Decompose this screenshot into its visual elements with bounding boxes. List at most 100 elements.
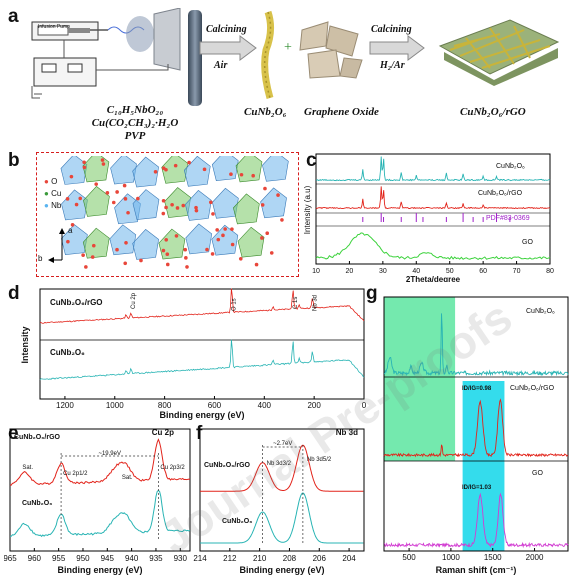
- o-atom: [211, 212, 215, 216]
- o-atom: [122, 183, 127, 188]
- nb-octahedron: [132, 189, 160, 220]
- legend-go: GO: [532, 470, 543, 477]
- nb-octahedron: [132, 156, 159, 188]
- x-tick-label: 930: [174, 554, 188, 563]
- atom-legend: ● O ● Cu ● Nb: [44, 176, 61, 212]
- annotation-cu12: Cu 2p1/2: [63, 471, 88, 477]
- xrd-series-composite: [315, 186, 551, 210]
- x-tick-label: 70: [513, 268, 521, 275]
- o-atom: [260, 236, 264, 240]
- nb-octahedron: [132, 229, 159, 260]
- x-tick-label: 50: [446, 268, 454, 275]
- panel-label-g: g: [366, 283, 378, 304]
- o-atom: [185, 265, 189, 269]
- o-atom: [181, 203, 186, 208]
- plus-sign: +: [284, 40, 292, 55]
- o-atom: [205, 247, 209, 252]
- o-atom: [216, 237, 221, 242]
- composite-illustration: [438, 19, 560, 86]
- o-atom: [194, 205, 198, 210]
- x-tick-label: 960: [28, 554, 42, 563]
- legend-cunb2o6: CuNb₂O₆: [222, 518, 252, 525]
- o-atom: [209, 200, 213, 205]
- nb-octahedron: [185, 223, 213, 255]
- o-atom: [175, 206, 180, 210]
- cu-octahedron: [82, 156, 110, 183]
- arrow-step-2: [369, 35, 425, 61]
- plot-frame: [315, 153, 551, 265]
- graphene-label: Graphene Oxide: [304, 106, 379, 118]
- o-atom: [184, 256, 188, 260]
- o-atom: [136, 196, 140, 201]
- x-tick-label: 204: [342, 554, 356, 563]
- o-atom: [124, 240, 128, 245]
- legend-go: GO: [522, 239, 533, 246]
- crystal-structure-frame: [36, 152, 299, 277]
- xps-nb3d-chart: Nb 3d ~2.7eV CuNb₂O₆/rGO Nb 3d3/2 Nb 3d5/2 Cu…: [193, 428, 365, 575]
- nb-octahedron: [110, 156, 137, 185]
- x-tick-label: 30: [379, 268, 387, 275]
- annotation-sat2: Sat.: [122, 475, 133, 481]
- nb3d-cunb2o6: [200, 492, 364, 544]
- step2-label: Calcining: [371, 24, 412, 35]
- o-atom: [69, 174, 74, 179]
- o-atom: [153, 169, 158, 174]
- o-atom: [174, 234, 179, 238]
- x-tick-label: 208: [283, 554, 297, 563]
- nb-octahedron: [211, 224, 239, 256]
- x-tick-label: 500: [402, 553, 416, 562]
- x-tick-label: 60: [479, 268, 487, 275]
- cu-octahedron: [233, 193, 260, 225]
- crystal-axes: [48, 228, 65, 263]
- x-tick-label: 200: [307, 401, 321, 410]
- o-atom: [161, 166, 166, 170]
- o-atom: [170, 202, 174, 207]
- cu-octahedron: [164, 187, 191, 218]
- legend-composite: CuNb₂O₆/rGO: [14, 434, 61, 441]
- xrd-series-cunb2o6: [315, 156, 551, 182]
- step1-label: Calcining: [206, 24, 247, 35]
- xps-survey-composite: [39, 288, 365, 324]
- panel-title: Nb 3d: [336, 428, 358, 437]
- xps-cu2p-chart: Cu 2p CuNb₂O₆/rGO Sat. Cu 2p1/2 ~19.9eV Sat. C…: [4, 428, 191, 575]
- panel-label-d: d: [8, 283, 20, 304]
- x-tick-label: 206: [313, 554, 327, 563]
- o-atom: [94, 182, 98, 186]
- nb-octahedron: [212, 187, 239, 219]
- annotation-gap: ~2.7eV: [273, 441, 292, 447]
- legend-cu: ● Cu: [44, 189, 62, 198]
- ratio-composite: ID/IG=0.98: [462, 386, 492, 392]
- o-atom: [100, 158, 105, 162]
- o-atom: [238, 256, 243, 261]
- legend-o: ● O: [44, 177, 58, 186]
- pump-label: Infusion Pump: [38, 24, 70, 30]
- cu-octahedron: [235, 156, 263, 183]
- xrd-chart: CuNb₂O₆ CuNb₂O₆/rGO PDF#83-0369 GO 10 20 30 40 5…: [303, 153, 554, 282]
- legend-cunb2o6: CuNb₂O₆: [526, 308, 555, 315]
- o-atom: [115, 190, 119, 194]
- o-atom: [139, 258, 143, 263]
- product2-label: CuNb₂O₆/rGO: [460, 106, 526, 118]
- panel-label-f: f: [196, 423, 203, 444]
- x-tick-label: 1500: [484, 553, 502, 562]
- raman-composite: [383, 398, 569, 458]
- o-atom: [115, 247, 119, 252]
- collector-drum: [188, 10, 202, 106]
- o-atom: [84, 265, 88, 269]
- panel-title: Cu 2p: [152, 428, 174, 437]
- x-tick-label: 2000: [526, 553, 544, 562]
- plot-frame: [39, 288, 365, 400]
- nb3d-composite: [200, 444, 364, 492]
- legend-composite: CuNb₂O₆/rGO: [204, 462, 251, 469]
- peak-annotation: C 1s: [293, 297, 299, 309]
- o-atom: [229, 172, 233, 177]
- o-atom: [183, 247, 188, 252]
- o-atom: [173, 163, 178, 168]
- o-atom: [81, 253, 85, 257]
- raman-cunb2o6: [383, 313, 569, 377]
- annotation-sat1: Sat.: [22, 465, 33, 471]
- x-tick-label: 950: [76, 554, 90, 563]
- o-atom: [70, 223, 75, 227]
- product1-label: CuNb₂O₆: [244, 106, 287, 118]
- x-tick-label: 80: [546, 268, 554, 275]
